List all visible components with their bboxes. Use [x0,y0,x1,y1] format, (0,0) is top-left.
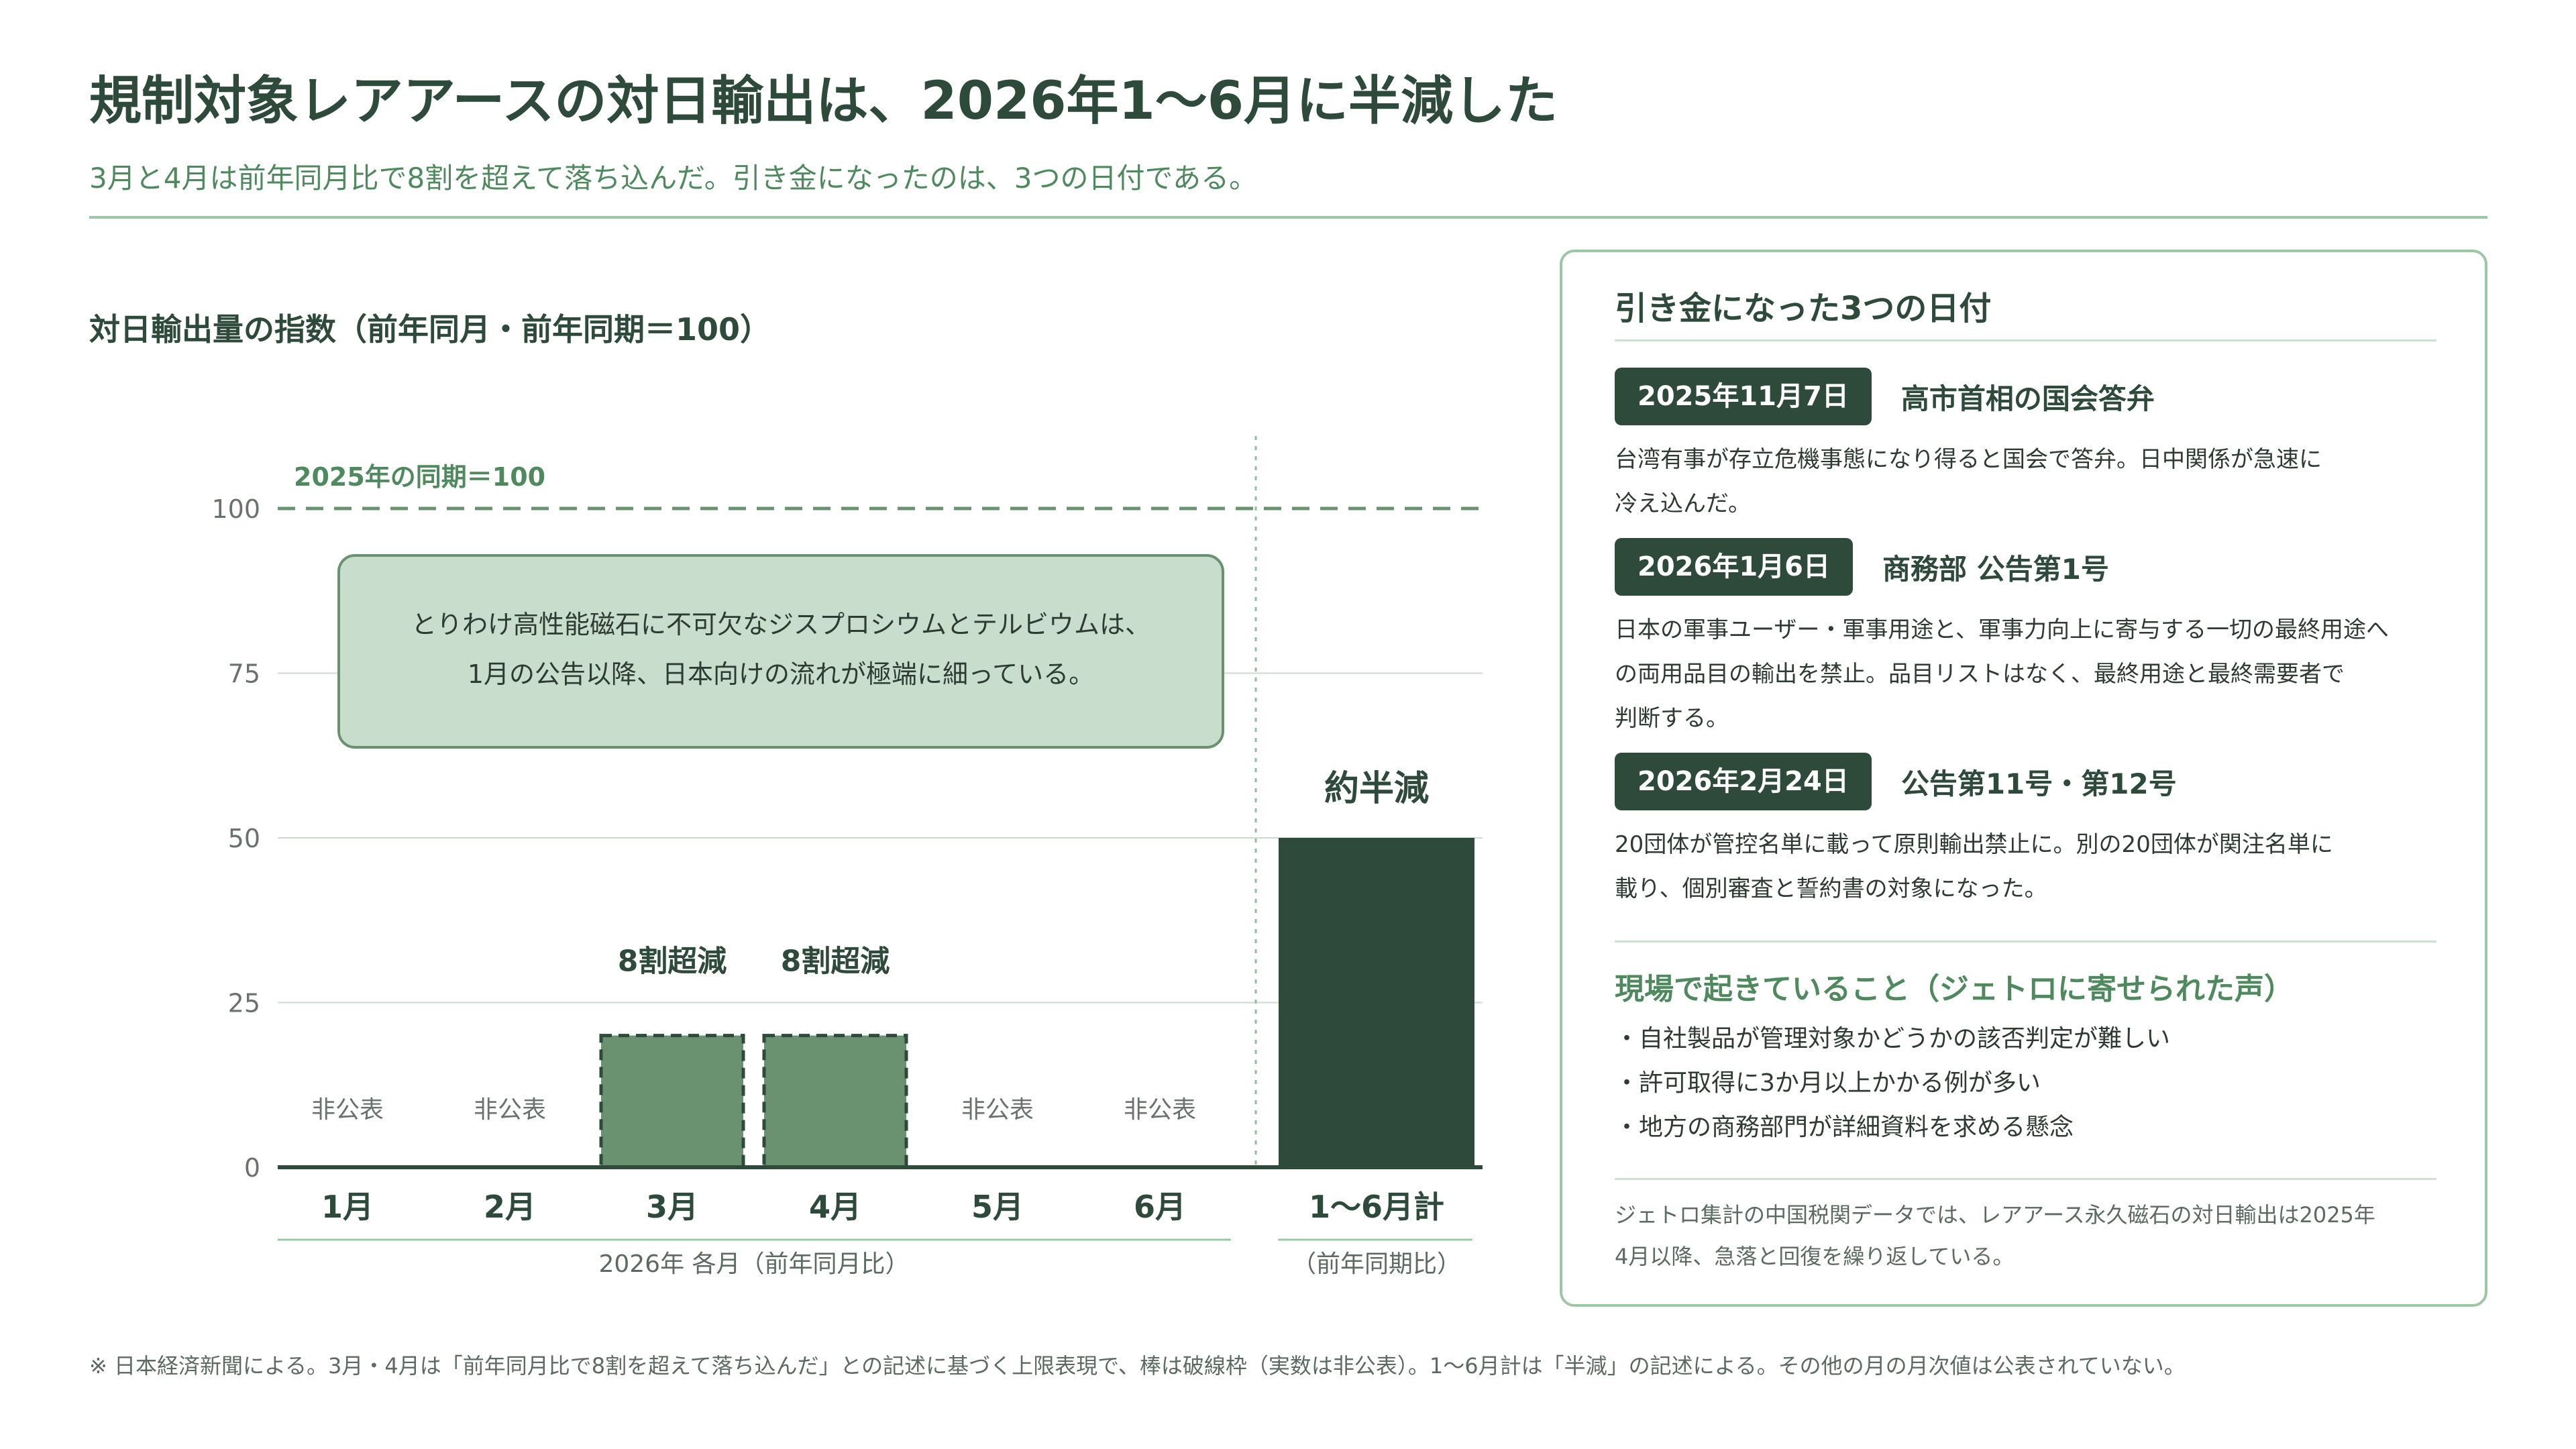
baseline-label: 2025年の同期＝100 [294,462,545,492]
panel-divider [1615,339,2436,341]
y-tick-label: 25 [228,989,260,1018]
event-description: 台湾有事が存立危機事態になり得ると国会で答弁。日中関係が急速に 冷え込んだ。 [1615,437,2447,526]
x-tick-label: 3月 [646,1189,698,1225]
event-desc-line: 20団体が管控名単に載って原則輸出禁止に。別の20団体が関注名単に [1615,831,2333,858]
event-desc-line: 日本の軍事ユーザー・軍事用途と、軍事力向上に寄与する一切の最終用途へ [1615,616,2389,643]
voice-item: ・自社製品が管理対象かどうかの該否判定が難しい [1615,1025,2171,1053]
annotation-box [337,554,1224,749]
event-description: 日本の軍事ユーザー・軍事用途と、軍事力向上に寄与する一切の最終用途へ の両用品目… [1615,608,2447,741]
x-tick-label: 4月 [809,1189,861,1225]
event-description: 20団体が管控名単に載って原則輸出禁止に。別の20団体が関注名単に 載り、個別審… [1615,822,2447,911]
event-1: 2025年11月7日 高市首相の国会答弁 台湾有事が存立危機事態になり得ると国会… [1615,368,2447,526]
bar-value-label: 非公表 [474,1096,546,1124]
event-desc-line: の両用品目の輸出を禁止。品目リストはなく、最終用途と最終需要者で [1615,661,2345,688]
bar-upper-bound [762,1034,908,1169]
voice-item: ・地方の商務部門が詳細資料を求める懸念 [1615,1114,2074,1141]
event-3: 2026年2月24日 公告第11号・第12号 20団体が管控名単に載って原則輸出… [1615,753,2447,911]
bar-value-label: 約半減 [1324,769,1429,809]
x-tick-label: 6月 [1134,1189,1186,1225]
event-name: 公告第11号・第12号 [1900,767,2177,800]
bar-total [1279,838,1474,1167]
event-name: 高市首相の国会答弁 [1900,382,2155,415]
bar-value-label: 8割超減 [781,945,890,979]
footnote: ※ 日本経済新聞による。3月・4月は「前年同月比で8割を超えて落ち込んだ」との記… [89,1353,2186,1379]
event-2: 2026年1月6日 商務部 公告第1号 日本の軍事ユーザー・軍事用途と、軍事力向… [1615,538,2447,741]
panel-title: 引き金になった3つの日付 [1615,290,1992,327]
group-label: （前年同期比） [1292,1250,1461,1278]
panel-note-line: ジェトロ集計の中国税関データでは、レアアース永久磁石の対日輸出は2025年 [1615,1202,2375,1228]
event-name: 商務部 公告第1号 [1882,552,2109,586]
event-desc-line: 台湾有事が存立危機事態になり得ると国会で答弁。日中関係が急速に [1615,446,2322,473]
y-tick-label: 50 [228,824,260,853]
panel-divider [1615,1178,2436,1180]
event-date-badge: 2026年1月6日 [1615,538,1853,596]
bar-upper-bound [599,1034,745,1169]
event-desc-line: 載り、個別審査と誓約書の対象になった。 [1615,875,2047,902]
panel-note: ジェトロ集計の中国税関データでは、レアアース永久磁石の対日輸出は2025年 4月… [1615,1194,2375,1277]
trigger-dates-panel: 引き金になった3つの日付 2025年11月7日 高市首相の国会答弁 台湾有事が存… [1560,250,2487,1307]
voice-item: ・許可取得に3か月以上かかる例が多い [1615,1069,2041,1097]
event-desc-line: 冷え込んだ。 [1615,490,1751,517]
x-tick-label: 1月 [321,1189,374,1225]
bar-value-label: 非公表 [961,1096,1034,1124]
header-divider [89,216,2487,219]
panel-note-line: 4月以降、急落と回復を繰り返している。 [1615,1244,2015,1269]
voices-title: 現場で起きていること（ジェトロに寄せられた声） [1615,972,2294,1006]
x-tick-label: 5月 [971,1189,1024,1225]
x-tick-label: 2月 [484,1189,536,1225]
bar-value-label: 非公表 [1124,1096,1196,1124]
bar-value-label: 8割超減 [618,945,727,979]
page-title: 規制対象レアアースの対日輸出は、2026年1〜6月に半減した [89,71,1558,131]
chart-title: 対日輸出量の指数（前年同月・前年同期＝100） [89,311,771,347]
annotation-line: とりわけ高性能磁石に不可欠なジスプロシウムとテルビウムは、 [411,610,1150,639]
voices-list: ・自社製品が管理対象かどうかの該否判定が難しい ・許可取得に3か月以上かかる例が… [1615,1017,2170,1150]
y-tick-label: 75 [228,659,260,689]
event-desc-line: 判断する。 [1615,705,1729,732]
x-tick-label: 1〜6月計 [1309,1189,1444,1225]
group-label: 2026年 各月（前年同月比） [598,1250,909,1278]
y-tick-label: 0 [244,1153,260,1183]
panel-divider [1615,941,2436,943]
bar-chart: 0 25 50 75 100 2025年の同期＝100 とりわけ高性能磁石に不可欠なジスプロ… [211,436,1483,1278]
y-tick-label: 100 [211,494,260,524]
annotation-line: 1月の公告以降、日本向けの流れが極端に細っている。 [468,659,1094,689]
page-subtitle: 3月と4月は前年同月比で8割を超えて落ち込んだ。引き金になったのは、3つの日付で… [89,162,1258,195]
bar-value-label: 非公表 [311,1096,384,1124]
event-date-badge: 2025年11月7日 [1615,368,1872,425]
event-date-badge: 2026年2月24日 [1615,753,1872,810]
